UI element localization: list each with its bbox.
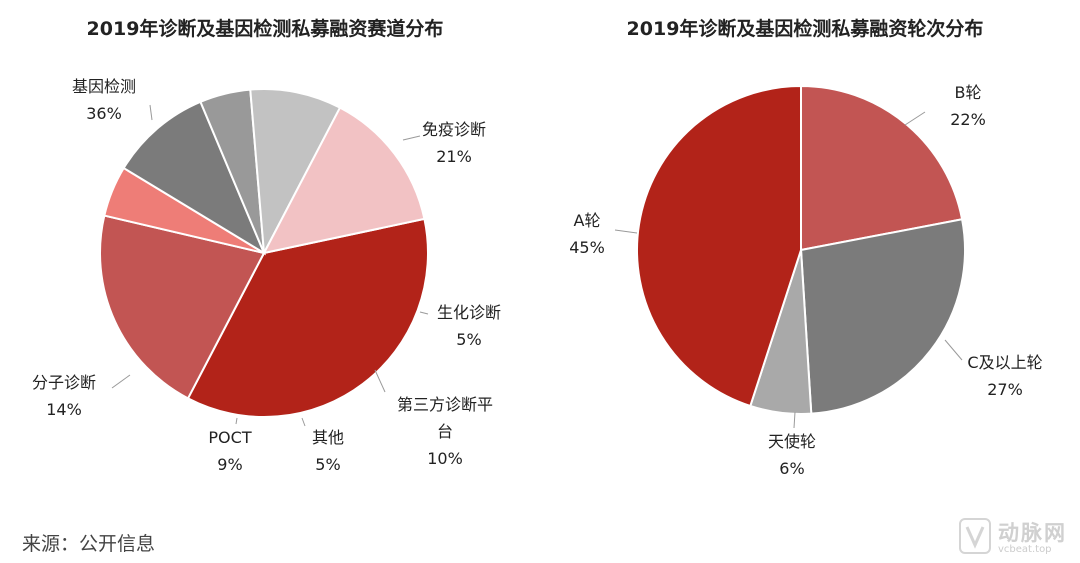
slice-label: C及以上轮 27% xyxy=(967,353,1042,399)
slice-percent: 5% xyxy=(315,455,340,474)
slice-percent: 21% xyxy=(436,147,472,166)
leader-line xyxy=(149,104,153,121)
leader-line xyxy=(111,374,131,389)
leader-line xyxy=(419,311,429,315)
slice-label: 免疫诊断 21% xyxy=(422,120,486,166)
vcbeat-logo-icon xyxy=(959,518,991,554)
right-chart-title: 2019年诊断及基因检测私募融资轮次分布 xyxy=(626,18,984,40)
slice-label: A轮 45% xyxy=(569,211,605,257)
pie-slice xyxy=(636,84,802,408)
pie-slice xyxy=(186,217,429,418)
watermark-url: vcbeat.top xyxy=(998,544,1052,555)
leader-line xyxy=(402,135,421,141)
pie-slice xyxy=(249,88,342,257)
leader-line xyxy=(793,411,796,429)
slice-label: 天使轮 6% xyxy=(768,432,816,478)
slice-label: 其他 5% xyxy=(312,428,344,474)
slice-label: 分子诊断 14% xyxy=(32,373,96,419)
pie-slice xyxy=(122,100,267,256)
slice-percent: 9% xyxy=(217,455,242,474)
slice-percent: 6% xyxy=(779,459,804,478)
slice-percent: 14% xyxy=(46,400,82,419)
slice-label: POCT 9% xyxy=(208,428,251,474)
pie-slice xyxy=(800,84,964,252)
slice-label: 第三方诊断平台 10% xyxy=(397,395,493,468)
pie-slice xyxy=(262,106,426,255)
left-chart-title: 2019年诊断及基因检测私募融资赛道分布 xyxy=(86,18,444,40)
slice-percent: 5% xyxy=(456,330,481,349)
slice-percent: 22% xyxy=(950,110,986,129)
pie-slice xyxy=(99,214,266,400)
leader-line xyxy=(235,417,238,425)
leader-line xyxy=(301,417,306,427)
pie-chart-sector-distribution: 基因检测 36% 免疫诊断 21% 生化诊断 5% 第三方诊断平台 10% 其他 5% POCT 9%… xyxy=(32,77,501,474)
slice-label: 基因检测 36% xyxy=(72,77,136,123)
pie-chart-round-distribution: B轮 22% C及以上轮 27% 天使轮 6% A轮 45% xyxy=(569,83,1042,478)
slice-label: 生化诊断 5% xyxy=(437,303,501,349)
watermark: 动脉网 vcbeat.top xyxy=(958,517,1070,557)
slice-percent: 27% xyxy=(987,380,1023,399)
slice-label: B轮 22% xyxy=(950,83,986,129)
leader-line xyxy=(614,229,638,234)
slice-percent: 36% xyxy=(86,104,122,123)
leader-line xyxy=(374,369,386,393)
leader-line xyxy=(944,339,963,361)
slice-percent: 45% xyxy=(569,238,605,257)
watermark-name: 动脉网 xyxy=(998,521,1067,545)
source-note: 来源：公开信息 xyxy=(22,533,156,555)
pie-slice xyxy=(799,218,966,415)
leader-line xyxy=(904,111,926,126)
slice-percent: 10% xyxy=(427,449,463,468)
